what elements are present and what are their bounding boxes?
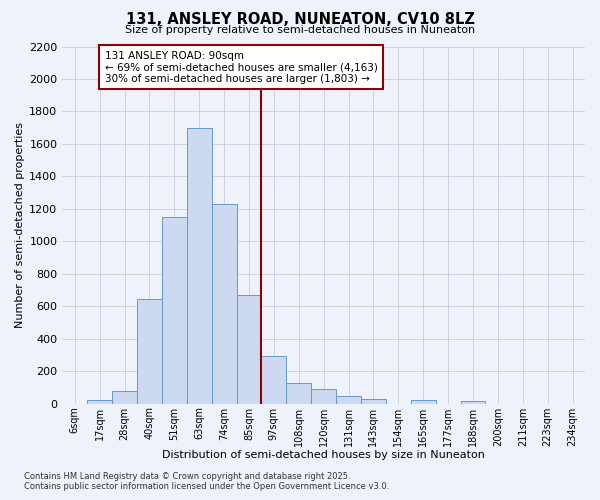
- Bar: [262, 356, 286, 404]
- Bar: [212, 204, 236, 404]
- Bar: [236, 295, 262, 404]
- Text: 131 ANSLEY ROAD: 90sqm
← 69% of semi-detached houses are smaller (4,163)
30% of : 131 ANSLEY ROAD: 90sqm ← 69% of semi-det…: [104, 50, 377, 84]
- Bar: [187, 128, 212, 404]
- Bar: [286, 382, 311, 404]
- Text: 131, ANSLEY ROAD, NUNEATON, CV10 8LZ: 131, ANSLEY ROAD, NUNEATON, CV10 8LZ: [125, 12, 475, 28]
- Text: Contains HM Land Registry data © Crown copyright and database right 2025.
Contai: Contains HM Land Registry data © Crown c…: [24, 472, 389, 491]
- Bar: [311, 389, 336, 404]
- Y-axis label: Number of semi-detached properties: Number of semi-detached properties: [15, 122, 25, 328]
- Bar: [336, 396, 361, 404]
- Bar: [461, 401, 485, 404]
- Bar: [87, 400, 112, 404]
- Bar: [411, 400, 436, 404]
- Bar: [112, 390, 137, 404]
- Text: Size of property relative to semi-detached houses in Nuneaton: Size of property relative to semi-detach…: [125, 25, 475, 35]
- X-axis label: Distribution of semi-detached houses by size in Nuneaton: Distribution of semi-detached houses by …: [162, 450, 485, 460]
- Bar: [137, 299, 162, 404]
- Bar: [361, 399, 386, 404]
- Bar: [162, 217, 187, 404]
